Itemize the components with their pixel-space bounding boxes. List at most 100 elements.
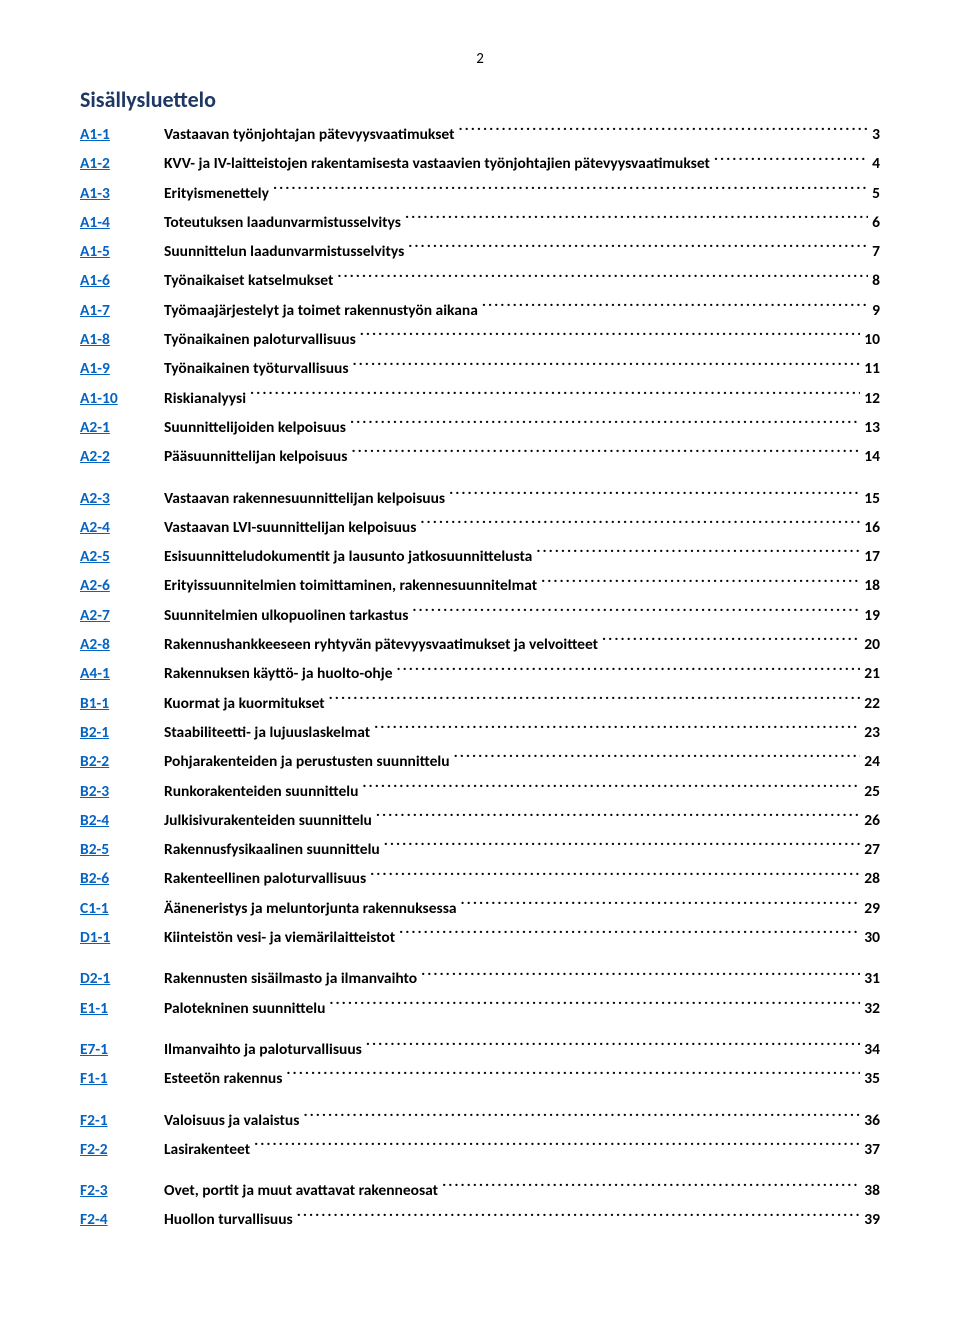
toc-entry: A1-1 Vastaavan työnjohtajan pätevyysvaati… xyxy=(80,123,880,148)
toc-code-link[interactable]: A2-3 xyxy=(80,487,142,512)
toc-code-link[interactable]: A2-6 xyxy=(80,574,142,599)
toc-code-link[interactable]: A1-3 xyxy=(80,182,142,207)
toc-text: Vastaavan työnjohtajan pätevyysvaatimuks… xyxy=(164,123,454,148)
toc-code-link[interactable]: A2-1 xyxy=(80,416,142,441)
toc-page-number: 4 xyxy=(872,152,880,177)
toc-entry: A1-8 Työnaikainen paloturvallisuus 10 xyxy=(80,328,880,353)
toc-text: Staabiliteetti- ja lujuuslaskelmat xyxy=(164,721,370,746)
toc-leader-dots xyxy=(360,329,861,345)
toc-entry: A1-2 KVV- ja IV-laitteistojen rakentamise… xyxy=(80,152,880,177)
toc-text: Ovet, portit ja muut avattavat rakenneos… xyxy=(164,1179,438,1204)
toc-text: Esteetön rakennus xyxy=(164,1067,282,1092)
toc-code-link[interactable]: A1-1 xyxy=(80,123,142,148)
toc-text: Julkisivurakenteiden suunnittelu xyxy=(164,809,372,834)
toc-code-link[interactable]: A2-7 xyxy=(80,604,142,629)
toc-entry: B1-1Kuormat ja kuormitukset22 xyxy=(80,692,880,717)
toc-text: Suunnittelun laadunvarmistusselvitys xyxy=(164,240,404,265)
toc-entry: A1-5 Suunnittelun laadunvarmistusselvitys… xyxy=(80,240,880,265)
toc-code-link[interactable]: B2-6 xyxy=(80,867,142,892)
toc-leader-dots xyxy=(399,927,860,943)
toc-code-link[interactable]: F2-2 xyxy=(80,1138,142,1163)
toc-leader-dots xyxy=(250,387,860,403)
toc-code-link[interactable]: A1-8 xyxy=(80,328,142,353)
toc-entry: C1-1Ääneneristys ja meluntorjunta rakenn… xyxy=(80,897,880,922)
toc-code-link[interactable]: B2-2 xyxy=(80,750,142,775)
toc-container: A1-1 Vastaavan työnjohtajan pätevyysvaati… xyxy=(80,123,880,1233)
toc-text: KVV- ja IV-laitteistojen rakentamisesta … xyxy=(164,152,710,177)
toc-page-number: 22 xyxy=(864,692,880,717)
toc-code-link[interactable]: A2-2 xyxy=(80,445,142,470)
toc-code-link[interactable]: C1-1 xyxy=(80,897,142,922)
toc-code-link[interactable]: A2-8 xyxy=(80,633,142,658)
toc-code-link[interactable]: E7-1 xyxy=(80,1038,142,1063)
toc-leader-dots xyxy=(405,211,868,227)
toc-page-number: 36 xyxy=(864,1109,880,1134)
toc-text: Työnaikainen työturvallisuus xyxy=(164,357,349,382)
toc-leader-dots xyxy=(350,416,860,432)
toc-page-number: 23 xyxy=(864,721,880,746)
toc-text: Erityismenettely xyxy=(164,182,269,207)
toc-text: Pääsuunnittelijan kelpoisuus xyxy=(164,445,347,470)
toc-code-link[interactable]: B2-3 xyxy=(80,780,142,805)
toc-code-link[interactable]: B2-1 xyxy=(80,721,142,746)
toc-text: Rakennusten sisäilmasto ja ilmanvaihto xyxy=(164,967,417,992)
toc-page-number: 29 xyxy=(864,897,880,922)
toc-code-link[interactable]: D1-1 xyxy=(80,926,142,951)
toc-code-link[interactable]: F2-1 xyxy=(80,1109,142,1134)
toc-code-link[interactable]: D2-1 xyxy=(80,967,142,992)
toc-code-link[interactable]: A2-5 xyxy=(80,545,142,570)
toc-text: Huollon turvallisuus xyxy=(164,1208,293,1233)
toc-leader-dots xyxy=(482,299,868,315)
toc-page-number: 10 xyxy=(864,328,880,353)
toc-text: Työnaikainen paloturvallisuus xyxy=(164,328,356,353)
toc-leader-dots xyxy=(329,997,860,1013)
toc-page-number: 13 xyxy=(864,416,880,441)
toc-code-link[interactable]: E1-1 xyxy=(80,997,142,1022)
toc-page-number: 37 xyxy=(864,1138,880,1163)
toc-code-link[interactable]: B2-5 xyxy=(80,838,142,863)
toc-code-link[interactable]: F2-4 xyxy=(80,1208,142,1233)
toc-code-link[interactable]: A2-4 xyxy=(80,516,142,541)
toc-code-link[interactable]: A1-7 xyxy=(80,299,142,324)
toc-leader-dots xyxy=(541,575,860,591)
toc-page-number: 11 xyxy=(864,357,880,382)
toc-leader-dots xyxy=(351,446,860,462)
toc-text: Rakennuksen käyttö- ja huolto-ohje xyxy=(164,662,393,687)
toc-code-link[interactable]: F1-1 xyxy=(80,1067,142,1092)
toc-leader-dots xyxy=(412,604,860,620)
toc-entry: F2-2 Lasirakenteet 37 xyxy=(80,1138,880,1163)
toc-entry: B2-3Runkorakenteiden suunnittelu25 xyxy=(80,780,880,805)
toc-code-link[interactable]: A1-9 xyxy=(80,357,142,382)
toc-leader-dots xyxy=(273,182,868,198)
toc-page-number: 27 xyxy=(864,838,880,863)
toc-code-link[interactable]: B2-4 xyxy=(80,809,142,834)
toc-code-link[interactable]: B1-1 xyxy=(80,692,142,717)
toc-page-number: 6 xyxy=(872,211,880,236)
toc-entry: A1-3Erityismenettely5 xyxy=(80,182,880,207)
toc-leader-dots xyxy=(536,546,860,562)
toc-page-number: 3 xyxy=(872,123,880,148)
toc-page-number: 25 xyxy=(864,780,880,805)
toc-entry: F2-3 Ovet, portit ja muut avattavat raken… xyxy=(80,1179,880,1204)
toc-text: Rakennushankkeeseen ryhtyvän pätevyysvaa… xyxy=(164,633,598,658)
toc-page-number: 16 xyxy=(864,516,880,541)
toc-code-link[interactable]: A1-5 xyxy=(80,240,142,265)
toc-leader-dots xyxy=(442,1180,860,1196)
toc-code-link[interactable]: F2-3 xyxy=(80,1179,142,1204)
toc-text: Lasirakenteet xyxy=(164,1138,250,1163)
toc-code-link[interactable]: A1-4 xyxy=(80,211,142,236)
page-number: 2 xyxy=(80,50,880,68)
toc-code-link[interactable]: A4-1 xyxy=(80,662,142,687)
toc-leader-dots xyxy=(370,868,860,884)
toc-code-link[interactable]: A1-6 xyxy=(80,269,142,294)
toc-code-link[interactable]: A1-2 xyxy=(80,152,142,177)
toc-text: Valoisuus ja valaistus xyxy=(164,1109,299,1134)
toc-leader-dots xyxy=(353,358,861,374)
toc-text: Palotekninen suunnittelu xyxy=(164,997,325,1022)
toc-page-number: 24 xyxy=(864,750,880,775)
toc-entry: B2-4Julkisivurakenteiden suunnittelu26 xyxy=(80,809,880,834)
toc-entry: B2-1 Staabiliteetti- ja lujuuslaskelmat 23 xyxy=(80,721,880,746)
toc-code-link[interactable]: A1-10 xyxy=(80,387,142,412)
toc-text: Pohjarakenteiden ja perustusten suunnitt… xyxy=(164,750,450,775)
section-gap xyxy=(80,955,880,967)
